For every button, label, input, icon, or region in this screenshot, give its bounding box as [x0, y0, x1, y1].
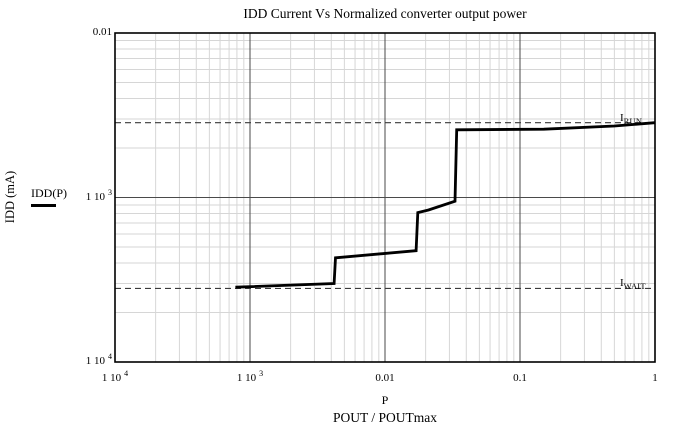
idd-curve	[235, 121, 656, 289]
plot-border	[114, 32, 656, 363]
wait-label: IWAIT	[620, 277, 646, 292]
legend: IDD(P)	[31, 186, 67, 207]
x-tick-label: 1 10 3	[236, 369, 264, 384]
run-label: IRUN	[620, 111, 643, 126]
chart-title: IDD Current Vs Normalized converter outp…	[243, 6, 527, 21]
legend-trace-label: IDD(P)	[31, 186, 67, 200]
x-axis-variable-label: P	[381, 393, 389, 407]
x-tick-label: 0.1	[513, 372, 527, 384]
x-tick-label: 1	[652, 372, 658, 384]
x-tick-label: 1 10 4	[101, 369, 129, 384]
x-tick-label: 0.01	[375, 372, 395, 384]
y-tick-label: 0.01	[92, 26, 112, 38]
x-axis-title: POUT / POUTmax	[332, 410, 437, 425]
y-tick-label: 1 10 4	[85, 352, 112, 367]
y-tick-label: 1 10 3	[85, 187, 112, 203]
legend-line-sample	[31, 204, 56, 207]
